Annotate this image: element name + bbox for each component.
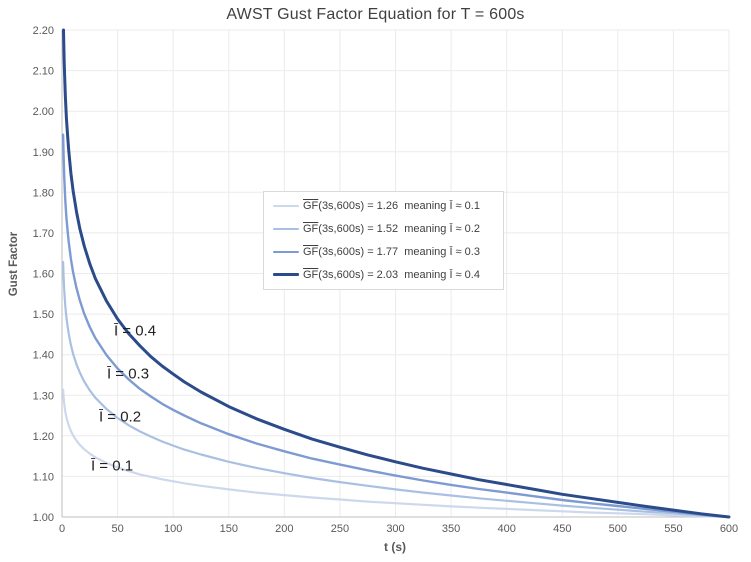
y-tick-label: 1.30 xyxy=(33,390,54,402)
x-tick-label: 550 xyxy=(664,523,682,535)
x-tick-label: 100 xyxy=(164,523,182,535)
legend-line-swatch xyxy=(273,273,299,277)
series-line-I-0.3 xyxy=(61,133,731,519)
x-tick-label: 500 xyxy=(609,523,627,535)
legend-item-I-0.2: GF(3s,600s) = 1.52 meaning Ī ≈ 0.2 xyxy=(273,223,501,235)
y-tick-label: 1.80 xyxy=(33,187,54,199)
legend-item-I-0.3: GF(3s,600s) = 1.77 meaning Ī ≈ 0.3 xyxy=(273,246,501,258)
y-tick-label: 1.70 xyxy=(33,228,54,240)
series-label-I-0.2: Ī = 0.2 xyxy=(98,408,142,426)
y-tick-label: 1.50 xyxy=(33,309,54,321)
legend-item-label: GF(3s,600s) = 2.03 meaning Ī ≈ 0.4 xyxy=(303,268,480,281)
y-tick-label: 2.20 xyxy=(33,25,54,37)
y-tick-label: 2.10 xyxy=(33,66,54,78)
legend-item-I-0.4: GF(3s,600s) = 2.03 meaning Ī ≈ 0.4 xyxy=(273,269,501,281)
legend-line-swatch xyxy=(273,250,299,254)
x-tick-label: 600 xyxy=(720,523,738,535)
y-tick-label: 1.60 xyxy=(33,269,54,281)
series-label-I-0.3: Ī = 0.3 xyxy=(106,365,150,383)
series-label-I-0.1: Ī = 0.1 xyxy=(90,457,134,475)
series-label-I-0.4: Ī = 0.4 xyxy=(113,322,157,340)
x-tick-label: 150 xyxy=(220,523,238,535)
legend-item-label: GF(3s,600s) = 1.52 meaning Ī ≈ 0.2 xyxy=(303,223,480,236)
legend: GF(3s,600s) = 1.26 meaning Ī ≈ 0.1 GF(3s,… xyxy=(263,191,504,290)
x-tick-label: 0 xyxy=(59,523,65,535)
legend-item-label: GF(3s,600s) = 1.77 meaning Ī ≈ 0.3 xyxy=(303,245,480,258)
chart-title: AWST Gust Factor Equation for T = 600s xyxy=(226,6,525,23)
legend-line-swatch xyxy=(273,205,299,208)
legend-line-swatch xyxy=(273,228,299,231)
y-tick-label: 1.10 xyxy=(33,471,54,483)
x-axis-title: t (s) xyxy=(384,540,406,554)
x-tick-label: 50 xyxy=(111,523,123,535)
legend-item-label: GF(3s,600s) = 1.26 meaning Ī ≈ 0.1 xyxy=(303,200,480,213)
series-line-I-0.4 xyxy=(62,28,731,519)
series-line-I-0.2 xyxy=(61,261,731,519)
y-tick-label: 2.00 xyxy=(33,106,54,118)
x-tick-label: 350 xyxy=(442,523,460,535)
series-line-I-0.1 xyxy=(61,388,731,519)
y-tick-label: 1.40 xyxy=(33,350,54,362)
legend-item-I-0.1: GF(3s,600s) = 1.26 meaning Ī ≈ 0.1 xyxy=(273,200,501,212)
x-tick-label: 300 xyxy=(386,523,404,535)
x-tick-label: 450 xyxy=(553,523,571,535)
x-tick-label: 250 xyxy=(331,523,349,535)
y-tick-label: 1.20 xyxy=(33,431,54,443)
y-tick-label: 1.90 xyxy=(33,147,54,159)
x-tick-label: 400 xyxy=(498,523,516,535)
x-tick-label: 200 xyxy=(275,523,293,535)
y-tick-label: 1.00 xyxy=(33,512,54,524)
